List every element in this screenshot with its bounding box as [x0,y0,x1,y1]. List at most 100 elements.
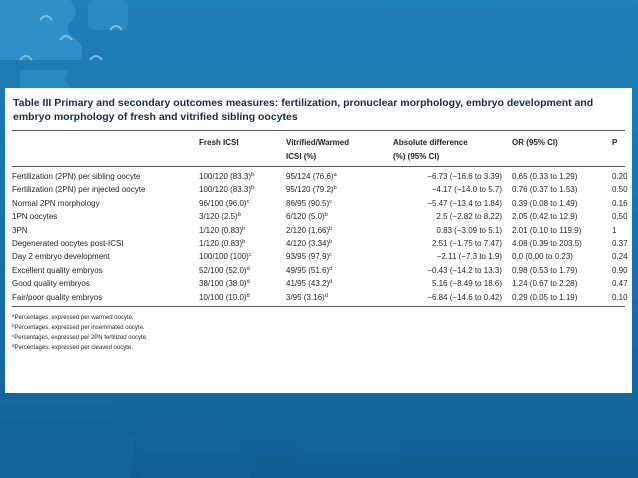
table-cell: 3/95 (3.16)d [286,293,328,303]
table-cell: 0.0 (0.00 to 0.23) [512,252,573,262]
cell-value: 1/120 (0.83) [199,239,243,248]
table-cell: 96/100 (96.0)c [199,199,249,209]
row-label: Day 2 embryo development [12,252,110,262]
table-cell: 5.16 (−8.49 to 18.6) [431,279,502,289]
table-cell: 2.5 (−2.82 to 8.22) [436,212,502,222]
table-cell: −6.73 (−16.6 to 3.39) [427,172,502,181]
table-cell: 0.50 [612,212,628,222]
footnote-marker: b [237,212,241,219]
table-cell: 1/120 (0.83)b [199,239,245,249]
table-title: Table III Primary and secondary outcomes… [13,96,593,110]
table-cell: 2.01 (0.10 to 119.9) [512,225,582,235]
footnote-marker: b [242,225,246,232]
row-label: Fair/poor quality embryos [12,292,103,302]
table-cell: −0.43 (−14.2 to 13.3) [427,265,502,275]
column-header: Absolute difference [393,138,468,147]
table-cell: 41/95 (43.2)d [286,279,332,289]
footnote: dPercentages, expressed per cleaved oocy… [12,343,133,352]
row-label: Good quality embryos [12,279,90,289]
row-label: Fertilization (2PN) per sibling oocyte [12,172,141,181]
table-cell: 0.65 (0.33 to 1.29) [512,172,578,181]
table-cell: 100/120 (83.3)b [199,185,254,195]
cell-value: 96/100 (96.0) [199,198,247,208]
footnote-marker: b [12,323,15,328]
table-cell: 0.16 [612,198,628,208]
footnote-marker: b [324,212,328,219]
cell-value: 100/120 (83.3) [199,185,252,195]
footnote-marker: d [329,265,333,272]
footnote-marker: b [251,185,255,192]
footnote-marker: c [12,333,15,338]
table-cell: 2.05 (0.42 to 12.9) [512,212,578,222]
footnote-marker: b [242,239,246,245]
cell-value: 1/120 (0.83) [199,225,243,235]
table-panel: Table III Primary and secondary outcomes… [5,88,632,393]
table-label: Table III [13,97,52,109]
cell-value: 3/120 (2.5) [199,212,238,222]
cell-value: 52/100 (52.0) [199,265,247,275]
cell-value: 49/95 (51.6) [286,265,330,275]
footnote-marker: a [12,313,15,318]
table-cell: 4.08 (0.39 to 203.5) [512,239,582,248]
column-header: Fresh ICSI [199,138,239,147]
column-header: OR (95% CI) [512,138,558,147]
table-cell: 0.39 (0.08 to 1.49) [512,198,578,208]
table-cell: 0.24 [612,252,628,262]
cell-value: 95/124 (76.6) [286,172,334,181]
cell-value: 100/100 (100) [199,252,249,262]
table-cell: 52/100 (52.0)d [199,266,250,276]
row-label: Fertilization (2PN) per injected oocyte [12,185,146,195]
footnote-marker: d [246,292,250,299]
table-cell: 95/124 (76.6)a [286,172,337,182]
cell-value: 95/120 (79.2) [286,185,334,195]
table-cell: 10/100 (10.0)d [199,293,250,303]
footnote-marker: b [329,239,333,245]
footnote-marker: c [248,252,252,259]
footnote-marker: a [333,172,337,178]
table-cell: 100/100 (100)c [199,252,252,262]
cell-value: 10/100 (10.0) [199,292,247,302]
table-title-text: Primary and secondary outcomes measures:… [54,97,594,109]
table-cell: 0.10 [612,292,628,302]
footnote: bPercentages, expressed per inseminated … [12,323,145,332]
table-cell: 95/120 (79.2)b [286,185,337,195]
footnote: aPercentages, expressed per warmed oocyt… [12,313,134,322]
footnote-marker: d [324,292,328,299]
row-label: Degenerated oocytes post-ICSI [12,239,124,248]
table-cell: 3/120 (2.5)b [199,212,241,222]
footnote-text: Percentages, expressed per cleaved oocyt… [14,345,133,351]
row-label: Normal 2PN morphology [12,198,100,208]
footnote-marker: b [251,172,255,178]
table-cell: 0.50 [612,185,628,195]
table-cell: 38/100 (38.0)d [199,279,250,289]
row-label: Excellent quality embryos [12,265,103,275]
table-cell: 86/95 (90.5)c [286,199,332,209]
table-cell: 0.76 (0.37 to 1.53) [512,185,578,195]
row-label: 3PN [12,225,28,235]
row-label: 1PN oocytes [12,212,58,222]
footnote-marker: d [246,265,250,272]
cell-value: 38/100 (38.0) [199,279,247,289]
cell-value: 93/95 (97.9) [286,252,330,262]
column-header: P [612,138,618,147]
table-cell: 2/120 (1.66)b [286,226,332,236]
column-header: (%) (95% CI) [393,152,440,161]
cell-value: 86/95 (90.5) [286,198,330,208]
footnote-marker: c [329,252,332,259]
footnote-text: Percentages, expressed per 2PN fertilize… [14,335,148,341]
footnote-text: Percentages, expressed per inseminated o… [14,325,145,331]
table-cell: 6/120 (5.0)b [286,212,328,222]
table-cell: 0.37 [612,239,628,248]
table-cell: 0.90 [612,265,628,275]
rule [12,306,625,307]
table-cell: −2.11 (−7.3 to 1.9) [436,252,502,262]
table-cell: 49/95 (51.6)d [286,266,332,276]
table-cell: 93/95 (97.9)c [286,252,332,262]
table-cell: 0.83 (−3.09 to 5.1) [436,225,502,235]
cell-value: 3/95 (3.16) [286,292,325,302]
cell-value: 6/120 (5.0) [286,212,325,222]
cell-value: 2/120 (1.66) [286,225,330,235]
footnote-marker: d [246,279,250,286]
